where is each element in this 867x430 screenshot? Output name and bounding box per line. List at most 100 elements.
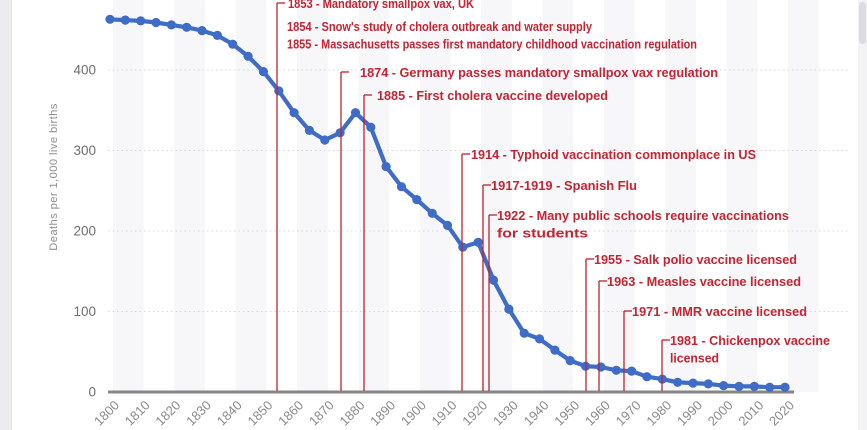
x-tick-label: 1800 (91, 398, 122, 429)
data-point (105, 14, 115, 24)
annotation-label: for students (497, 225, 588, 240)
annotation-label: 1963 - Measles vaccine licensed (607, 274, 801, 289)
annotation-label: 1874 - Germany passes mandatory smallpox… (360, 65, 718, 80)
data-point (381, 162, 391, 172)
decade-stripe (297, 0, 328, 392)
x-tick-label: 1950 (551, 398, 582, 429)
data-point (749, 381, 759, 391)
decade-stripe (726, 0, 758, 392)
data-point (320, 135, 330, 145)
x-tick-label: 1900 (398, 398, 429, 429)
data-point (442, 220, 453, 230)
data-point (166, 20, 176, 30)
annotation-label: 1853 - Mandatory smallpox vax, UK (288, 0, 474, 11)
x-tick-label: 2010 (735, 398, 766, 429)
x-tick-label: 1930 (490, 398, 521, 429)
data-point (688, 378, 698, 388)
decade-stripe (481, 0, 512, 392)
data-point (151, 17, 161, 28)
annotation-label: 1914 - Typhoid vaccination commonplace i… (471, 147, 756, 162)
data-point (243, 51, 253, 61)
x-tick-label: 1970 (613, 398, 644, 429)
data-point (274, 86, 284, 96)
x-tick-label: 1960 (582, 398, 613, 429)
annotation-label: 1955 - Salk polio vaccine licensed (594, 252, 797, 267)
data-point (366, 122, 376, 132)
x-tick-label: 1870 (306, 398, 337, 429)
data-point (519, 328, 529, 338)
data-point (412, 195, 422, 205)
data-point (427, 208, 437, 218)
data-point (488, 275, 499, 285)
y-tick-label: 0 (88, 385, 96, 400)
y-tick-label: 100 (73, 304, 96, 319)
data-point (258, 67, 268, 77)
data-point (780, 382, 790, 392)
decade-stripe (419, 0, 451, 392)
x-tick-label: 2020 (766, 398, 797, 429)
decade-stripe (603, 0, 635, 392)
data-point (136, 16, 146, 26)
data-point (304, 125, 314, 135)
decade-stripe (113, 0, 144, 392)
x-tick-label: 1840 (214, 398, 245, 429)
data-point (212, 30, 222, 40)
data-point (335, 128, 345, 138)
x-tick-label: 2000 (705, 398, 736, 429)
data-point (765, 382, 775, 392)
data-point (642, 372, 652, 382)
x-tick-label: 1940 (521, 398, 552, 429)
data-point (596, 362, 606, 372)
annotation-label: 1922 - Many public schools require vacci… (497, 208, 789, 223)
data-point (565, 356, 575, 366)
data-point (182, 22, 192, 32)
left-panel-edge (0, 0, 12, 430)
x-tick-label: 1810 (122, 398, 153, 429)
decade-stripe (542, 0, 574, 392)
annotation-label: 1854 - Snow's study of cholera outbreak … (287, 19, 593, 34)
annotation-label: licensed (670, 350, 719, 365)
decade-stripe (358, 0, 390, 392)
data-point (719, 381, 729, 391)
data-point (120, 15, 130, 25)
x-tick-label: 1830 (183, 398, 214, 429)
data-point (627, 366, 637, 376)
vertical-scrollbar[interactable] (858, 0, 867, 430)
y-tick-label: 400 (73, 63, 96, 78)
data-point (350, 108, 361, 118)
decade-stripe (788, 0, 819, 392)
data-point (611, 365, 621, 375)
decade-stripe (665, 0, 696, 392)
x-tick-label: 1990 (674, 398, 705, 429)
x-tick-label: 1920 (459, 398, 490, 429)
x-tick-label: 1850 (244, 398, 275, 429)
y-tick-label: 200 (73, 224, 96, 239)
x-tick-label: 1860 (275, 398, 306, 429)
decade-stripe (174, 0, 206, 392)
data-point (703, 379, 713, 389)
y-tick-label: 300 (73, 143, 96, 158)
annotation-label: 1981 - Chickenpox vaccine (670, 333, 830, 348)
data-point (458, 242, 468, 252)
annotation-label: 1855 - Massachusetts passes first mandat… (287, 36, 697, 51)
annotation-label: 1971 - MMR vaccine licensed (632, 304, 807, 319)
x-tick-label: 1980 (643, 398, 674, 429)
x-tick-label: 1820 (152, 398, 183, 429)
x-tick-label: 1890 (367, 398, 398, 429)
x-tick-label: 1880 (337, 398, 368, 429)
scrollbar-thumb[interactable] (859, 2, 866, 44)
data-point (673, 377, 683, 387)
data-point (504, 304, 514, 314)
y-axis-title: Deaths per 1,000 live births (48, 103, 60, 250)
data-point (550, 345, 560, 355)
data-point (396, 182, 407, 192)
annotation-label: 1917-1919 - Spanish Flu (491, 178, 637, 193)
data-point (197, 26, 207, 36)
data-point (534, 334, 545, 344)
annotation-label: 1885 - First cholera vaccine developed (377, 88, 608, 103)
x-tick-label: 1910 (429, 398, 460, 429)
data-point (473, 237, 483, 247)
